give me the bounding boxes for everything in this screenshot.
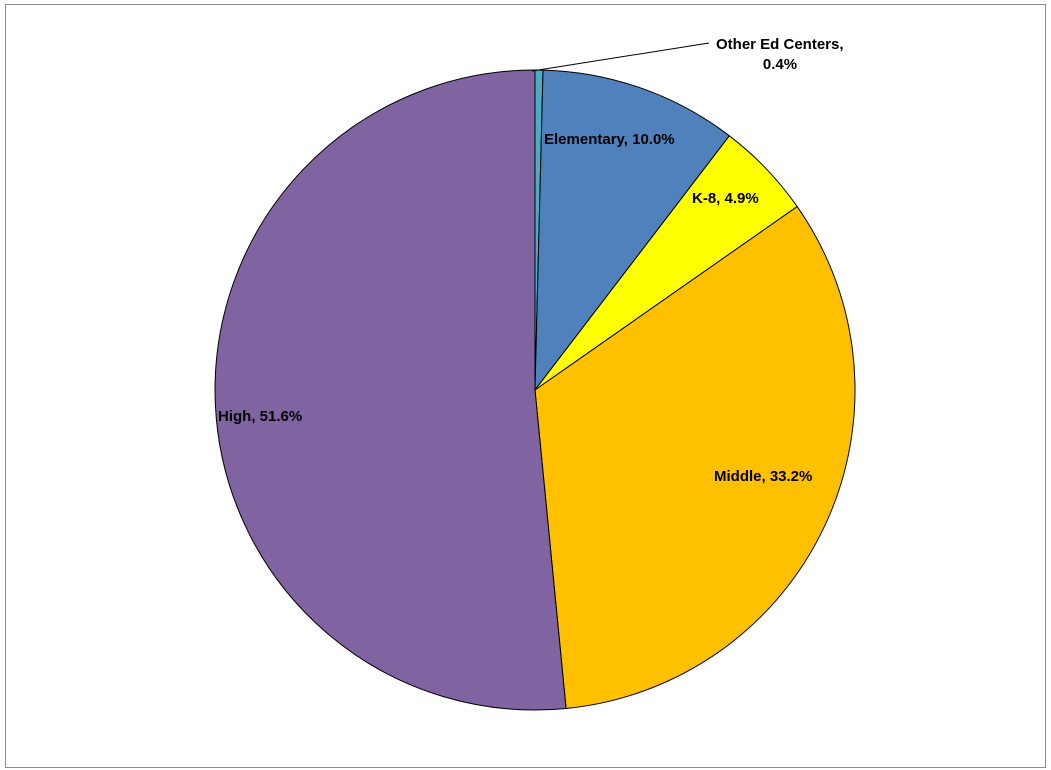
- data-label-other-ed-centers: Other Ed Centers, 0.4%: [716, 36, 848, 73]
- pie-slice-elementary: [534, 69, 730, 391]
- pie-slice-middle: [534, 206, 856, 709]
- pie-chart: Other Ed Centers, 0.4% Elementary, 10.0%…: [214, 36, 856, 711]
- data-label-middle: Middle, 33.2%: [714, 468, 812, 485]
- leader-line-other-ed-centers: [531, 42, 710, 72]
- data-label-elementary: Elementary, 10.0%: [544, 131, 675, 148]
- pie-slice-high: [214, 69, 567, 711]
- data-label-other-ed-centers-value: 0.4%: [763, 56, 797, 73]
- data-label-k-8: K-8, 4.9%: [692, 190, 759, 207]
- data-label-other-ed-centers-name: Other Ed Centers,: [716, 36, 844, 53]
- chart-frame: Other Ed Centers, 0.4% Elementary, 10.0%…: [5, 4, 1046, 768]
- pie-data-labels: Other Ed Centers, 0.4% Elementary, 10.0%…: [218, 36, 848, 485]
- data-label-high: High, 51.6%: [218, 408, 302, 425]
- pie-slices: [214, 69, 856, 711]
